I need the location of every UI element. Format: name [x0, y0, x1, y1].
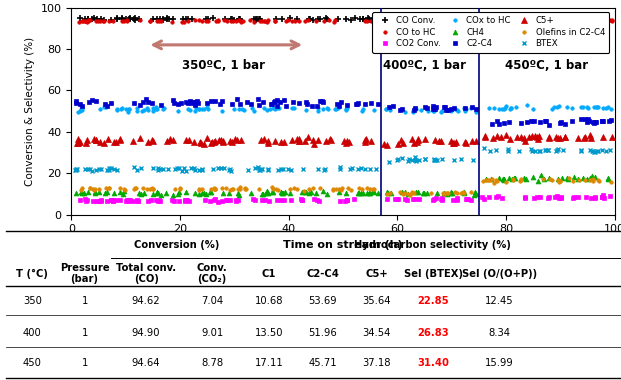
Text: Conversion (%): Conversion (%) — [134, 240, 219, 250]
Text: 34.54: 34.54 — [363, 328, 391, 338]
X-axis label: Time on stream (h): Time on stream (h) — [283, 240, 403, 250]
Text: 1: 1 — [81, 328, 88, 338]
Text: Sel (BTEX): Sel (BTEX) — [404, 269, 463, 279]
Text: 12.45: 12.45 — [485, 296, 514, 306]
Text: 94.62: 94.62 — [132, 296, 160, 306]
Text: 53.69: 53.69 — [309, 296, 337, 306]
Text: 45.71: 45.71 — [309, 358, 337, 368]
Text: 22.85: 22.85 — [418, 296, 450, 306]
Text: Conv.
(CO₂): Conv. (CO₂) — [197, 263, 227, 284]
Text: 94.64: 94.64 — [132, 358, 160, 368]
Text: 8.34: 8.34 — [489, 328, 510, 338]
Text: 37.18: 37.18 — [363, 358, 391, 368]
Text: 17.11: 17.11 — [255, 358, 283, 368]
Text: 13.50: 13.50 — [255, 328, 283, 338]
Y-axis label: Conversion & Selectivity (%): Conversion & Selectivity (%) — [25, 36, 35, 186]
Text: 400ºC, 1 bar: 400ºC, 1 bar — [383, 59, 466, 72]
Text: T (°C): T (°C) — [16, 269, 48, 279]
Text: 8.78: 8.78 — [201, 358, 223, 368]
Text: 31.40: 31.40 — [417, 358, 450, 368]
Text: 7.04: 7.04 — [201, 296, 223, 306]
Text: 400: 400 — [23, 328, 42, 338]
Text: Hydrocarbon selectivity (%): Hydrocarbon selectivity (%) — [353, 240, 510, 250]
Text: 1: 1 — [81, 296, 88, 306]
Text: 10.68: 10.68 — [255, 296, 283, 306]
Text: 94.90: 94.90 — [132, 328, 160, 338]
Text: 26.83: 26.83 — [418, 328, 450, 338]
Text: 51.96: 51.96 — [309, 328, 337, 338]
Text: 450ºC, 1 bar: 450ºC, 1 bar — [505, 59, 589, 72]
Text: 9.01: 9.01 — [201, 328, 224, 338]
Text: 450: 450 — [23, 358, 42, 368]
Text: 350ºC, 1 bar: 350ºC, 1 bar — [182, 59, 265, 72]
Text: C1: C1 — [262, 269, 276, 279]
Text: C2-C4: C2-C4 — [306, 269, 339, 279]
Text: 15.99: 15.99 — [485, 358, 514, 368]
Text: 350: 350 — [23, 296, 42, 306]
Text: 1: 1 — [81, 358, 88, 368]
Text: Total conv.
(CO): Total conv. (CO) — [116, 263, 176, 284]
Text: Sel (O/(O+P)): Sel (O/(O+P)) — [462, 269, 537, 279]
Text: 35.64: 35.64 — [363, 296, 391, 306]
Legend: CO Conv., CO to HC, CO2 Conv., COx to HC, CH4, C2-C4, C5+, Olefins in C2-C4, BTE: CO Conv., CO to HC, CO2 Conv., COx to HC… — [372, 12, 609, 53]
Text: C5+: C5+ — [365, 269, 388, 279]
Text: Pressure
(bar): Pressure (bar) — [60, 263, 109, 284]
